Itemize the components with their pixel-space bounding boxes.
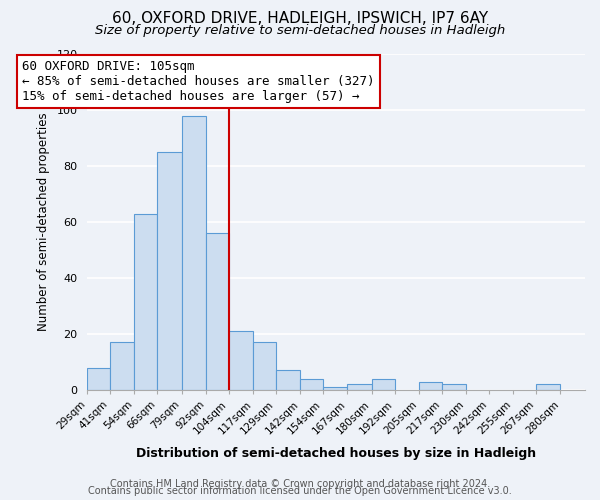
Bar <box>229 331 253 390</box>
Bar <box>110 342 134 390</box>
Bar <box>442 384 466 390</box>
Text: Size of property relative to semi-detached houses in Hadleigh: Size of property relative to semi-detach… <box>95 24 505 37</box>
Text: Contains HM Land Registry data © Crown copyright and database right 2024.: Contains HM Land Registry data © Crown c… <box>110 479 490 489</box>
Bar <box>88 368 110 390</box>
Bar <box>182 116 206 390</box>
Bar <box>301 379 323 390</box>
Bar <box>276 370 301 390</box>
Bar <box>347 384 372 390</box>
Text: Contains public sector information licensed under the Open Government Licence v3: Contains public sector information licen… <box>88 486 512 496</box>
Text: 60 OXFORD DRIVE: 105sqm
← 85% of semi-detached houses are smaller (327)
15% of s: 60 OXFORD DRIVE: 105sqm ← 85% of semi-de… <box>22 60 375 102</box>
Bar <box>157 152 182 390</box>
Text: 60, OXFORD DRIVE, HADLEIGH, IPSWICH, IP7 6AY: 60, OXFORD DRIVE, HADLEIGH, IPSWICH, IP7… <box>112 11 488 26</box>
Y-axis label: Number of semi-detached properties: Number of semi-detached properties <box>37 112 50 332</box>
Bar <box>419 382 442 390</box>
Bar <box>536 384 560 390</box>
Bar <box>253 342 276 390</box>
Bar <box>372 379 395 390</box>
Bar <box>206 233 229 390</box>
Bar <box>323 387 347 390</box>
Bar <box>134 214 157 390</box>
X-axis label: Distribution of semi-detached houses by size in Hadleigh: Distribution of semi-detached houses by … <box>136 447 536 460</box>
